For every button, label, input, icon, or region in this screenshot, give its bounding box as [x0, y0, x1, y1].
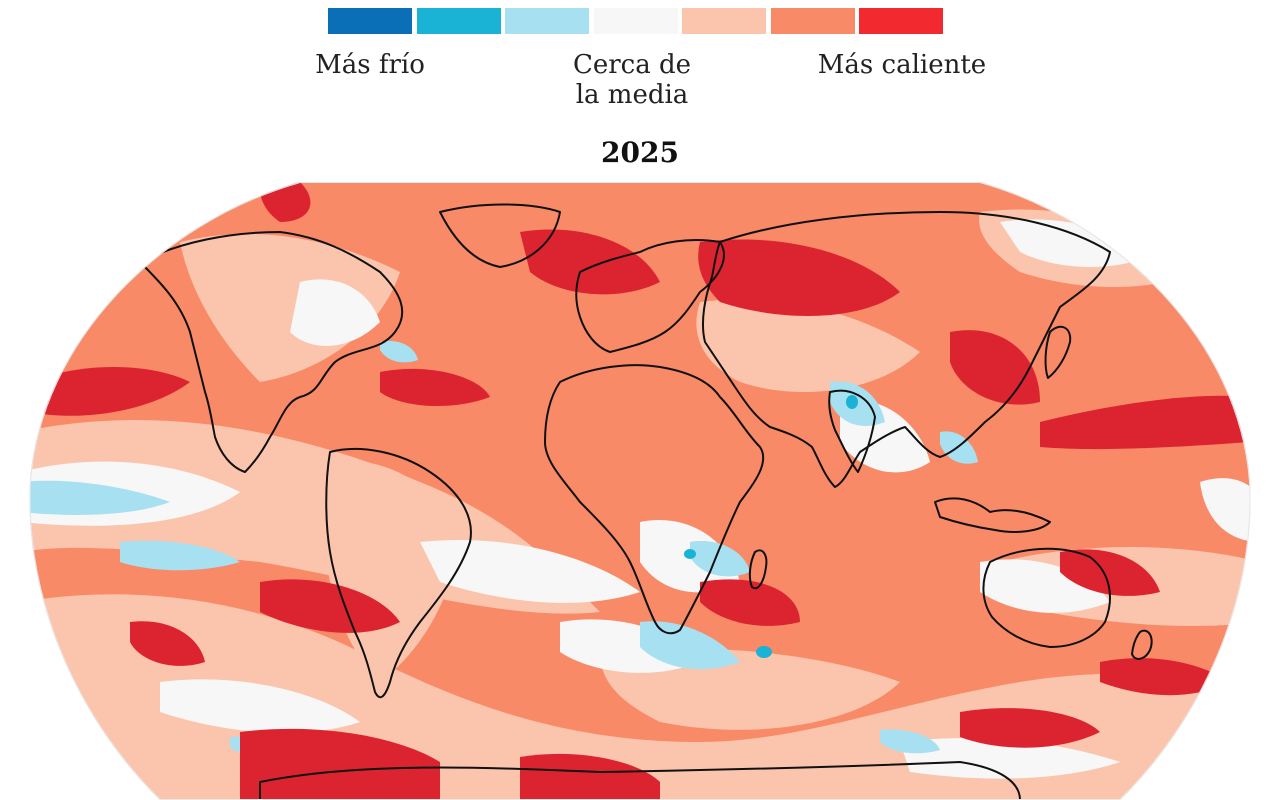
madagascar-coastline [748, 549, 768, 590]
legend-swatch-colder [416, 8, 501, 34]
coastlines [139, 203, 1153, 800]
globe-outline [29, 182, 1251, 800]
legend-swatch-warmer [770, 8, 855, 34]
europe-coastline [575, 239, 725, 353]
south-america-coastline [325, 447, 472, 699]
legend-swatch-near-average [593, 8, 678, 34]
legend-label-hotter: Más caliente [817, 50, 987, 80]
map-svg [29, 182, 1251, 800]
legend-swatch-coldest [328, 8, 412, 34]
north-america-coastline [139, 231, 404, 473]
legend-swatch-warm [682, 8, 766, 34]
africa-coastline [544, 364, 765, 635]
map-title: 2025 [601, 136, 679, 169]
greenland-coastline [439, 203, 561, 268]
japan-coastline [1044, 325, 1072, 379]
legend-swatch-hottest [859, 8, 943, 34]
much-colder-spots [684, 395, 858, 658]
legend-swatch-cold [505, 8, 589, 34]
australia-coastline [982, 547, 1111, 648]
world-anomaly-map [0, 182, 1280, 800]
legend-label-colder: Más frío [315, 50, 425, 80]
map-field [29, 182, 1251, 800]
antarctica-coastline [259, 761, 1021, 800]
new-zealand-coastline [1131, 629, 1153, 660]
india-coastline [828, 389, 876, 473]
hottest-regions [30, 182, 1250, 800]
indonesia-coastline [934, 497, 1051, 533]
color-legend: Más frío Cerca de la media Más caliente [0, 0, 1280, 120]
legend-swatches [328, 8, 948, 34]
asia-coastline [702, 211, 1111, 488]
legend-label-near-average: Cerca de la media [572, 50, 692, 110]
